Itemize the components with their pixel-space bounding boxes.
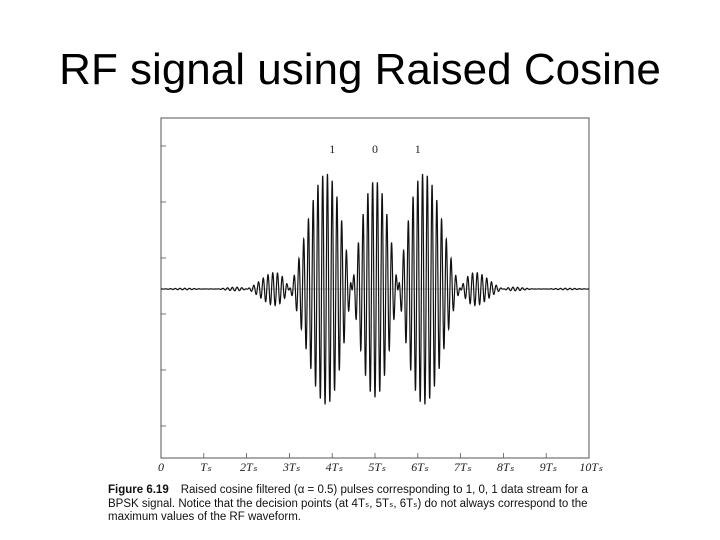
x-tick-label: 3Tₛ [282, 460, 301, 474]
x-tick-label: 9Tₛ [540, 460, 558, 474]
plot-frame [160, 117, 590, 459]
series-rf-waveform [161, 173, 589, 405]
x-tick-label: 5Tₛ [368, 460, 386, 474]
figure-number: Figure 6.19 [108, 484, 169, 496]
bit-label: 1 [415, 142, 421, 156]
x-tick-label: 10Tₛ [579, 460, 603, 474]
x-tick-label: 7Tₛ [454, 460, 472, 474]
x-tick-label: 4Tₛ [326, 460, 344, 474]
figure-caption: Figure 6.19 Raised cosine filtered (α = 0… [108, 484, 643, 525]
slide-title: RF signal using Raised Cosine [59, 45, 661, 94]
x-tick-label: Tₛ [200, 460, 212, 474]
x-tick-labels: 0 Tₛ 2Tₛ 3Tₛ 4Tₛ 5Tₛ 6Tₛ 7Tₛ 8Tₛ 9Tₛ 10Tₛ [158, 460, 603, 474]
bottom-axis-ticks [160, 453, 590, 458]
caption-line-2: BPSK signal. Notice that the decision po… [108, 497, 588, 510]
bit-label: 1 [329, 142, 335, 156]
x-tick-label: 6Tₛ [411, 460, 429, 474]
caption-line-3: maximum values of the RF waveform. [108, 511, 302, 523]
left-axis-ticks [161, 145, 166, 427]
caption-line-1: Raised cosine filtered (α = 0.5) pulses … [180, 484, 588, 496]
bit-labels: 1 0 1 [329, 142, 421, 156]
bit-label: 0 [372, 142, 378, 156]
x-tick-label: 2Tₛ [240, 460, 258, 474]
x-tick-label: 8Tₛ [497, 460, 515, 474]
x-tick-label: 0 [158, 460, 164, 474]
